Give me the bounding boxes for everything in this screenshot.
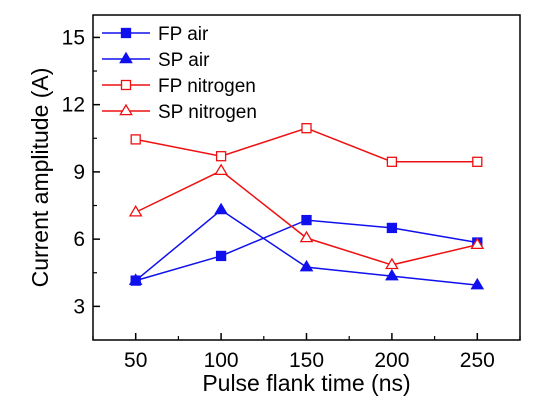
- y-tick-label: 9: [73, 161, 85, 184]
- data-point: [130, 134, 141, 145]
- x-tick-label: 250: [460, 349, 495, 372]
- x-axis-label: Pulse flank time (ns): [202, 370, 410, 396]
- x-tick-label: 100: [204, 349, 239, 372]
- data-point: [385, 268, 399, 281]
- data-point: [299, 230, 314, 243]
- series-fp-nitrogen: [130, 123, 483, 167]
- x-tick-label: 150: [289, 349, 324, 372]
- x-tick-label: 200: [374, 349, 409, 372]
- data-series: [128, 123, 485, 290]
- data-point: [214, 163, 228, 176]
- data-point: [214, 202, 228, 215]
- data-point: [301, 214, 312, 226]
- legend-marker: [120, 27, 132, 39]
- series-line: [135, 219, 478, 282]
- data-point: [472, 156, 483, 167]
- legend-label: FP air: [158, 24, 209, 45]
- x-tick-label: 50: [124, 349, 147, 372]
- series-fp-air: [130, 214, 483, 286]
- y-tick-label: 6: [73, 228, 85, 251]
- data-point: [128, 273, 143, 285]
- data-point: [215, 151, 227, 162]
- y-tick-label: 15: [62, 26, 85, 49]
- axis-ticks: 50 100 150 200 250 3 6 9 12 15: [62, 26, 521, 372]
- legend-label: SP air: [158, 50, 210, 71]
- legend: FP air SP air FP nitrogen SP nitrogen: [102, 24, 257, 123]
- data-point: [470, 277, 485, 290]
- legend-label: FP nitrogen: [158, 76, 256, 97]
- legend-marker: [119, 51, 133, 64]
- legend-label: SP nitrogen: [158, 102, 257, 123]
- series-sp-air: [128, 202, 485, 290]
- data-point: [215, 250, 227, 262]
- y-axis-label: Current amplitude (A): [27, 68, 53, 288]
- data-point: [301, 123, 312, 134]
- data-point: [128, 204, 143, 217]
- legend-marker: [119, 103, 133, 116]
- y-tick-label: 12: [62, 94, 85, 117]
- data-point: [470, 237, 485, 249]
- data-point: [386, 156, 398, 167]
- y-tick-label: 3: [73, 295, 85, 318]
- data-point: [299, 259, 314, 272]
- data-point: [386, 222, 398, 234]
- legend-marker: [120, 79, 132, 91]
- data-point: [385, 257, 399, 270]
- series-sp-nitrogen: [128, 163, 485, 270]
